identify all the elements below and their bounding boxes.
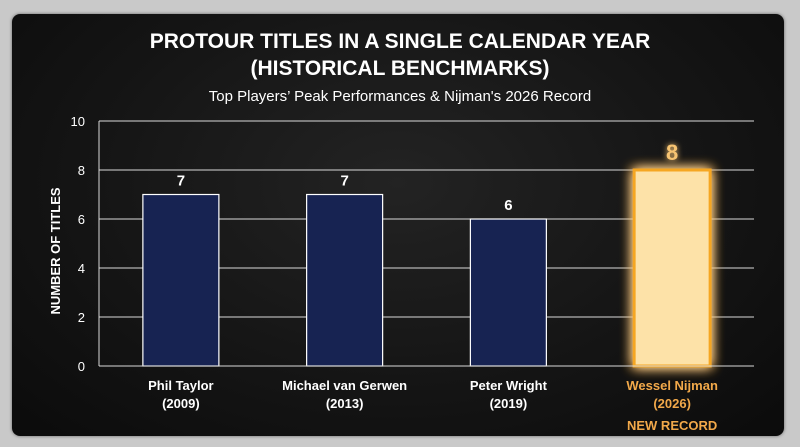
y-tick-label: 2: [78, 310, 85, 325]
y-tick-label: 10: [71, 114, 85, 129]
y-axis-label: NUMBER OF TITLES: [48, 187, 63, 314]
chart-subtitle: Top Players’ Peak Performances & Nijman'…: [209, 88, 591, 105]
x-tick-label: (2026): [653, 396, 691, 411]
bars: 7 7 6 8: [142, 140, 712, 368]
x-tick-label: (2009): [162, 396, 200, 411]
chart-title-line-1: PROTOUR TITLES IN A SINGLE CALENDAR YEAR: [150, 30, 651, 53]
bar: [142, 193, 220, 367]
bar-highlight: [632, 168, 712, 368]
record-annotation: NEW RECORD: [627, 418, 717, 433]
y-tick-label: 0: [78, 359, 85, 374]
y-axis-ticks: 0 2 4 6 8 10: [71, 114, 85, 374]
x-tick-label: Phil Taylor: [148, 378, 214, 393]
chart-title-line-2: (HISTORICAL BENCHMARKS): [250, 57, 549, 80]
x-tick-label: Michael van Gerwen: [282, 378, 407, 393]
y-tick-label: 4: [78, 261, 85, 276]
x-tick-label: (2019): [490, 396, 528, 411]
x-tick-label: Peter Wright: [470, 378, 548, 393]
data-label: 7: [177, 173, 185, 190]
bar: [306, 193, 384, 367]
bar: [469, 218, 547, 367]
y-tick-label: 6: [78, 212, 85, 227]
x-axis-labels: Phil Taylor (2009) Michael van Gerwen (2013…: [148, 378, 718, 433]
chart-card: PROTOUR TITLES IN A SINGLE CALENDAR YEAR…: [12, 14, 784, 436]
x-tick-label: (2013): [326, 396, 364, 411]
x-tick-label: Wessel Nijman: [626, 378, 718, 393]
bar-chart: PROTOUR TITLES IN A SINGLE CALENDAR YEAR…: [48, 30, 754, 433]
data-label: 6: [504, 197, 512, 214]
data-label: 8: [666, 140, 678, 165]
y-tick-label: 8: [78, 163, 85, 178]
data-label: 7: [340, 173, 348, 190]
